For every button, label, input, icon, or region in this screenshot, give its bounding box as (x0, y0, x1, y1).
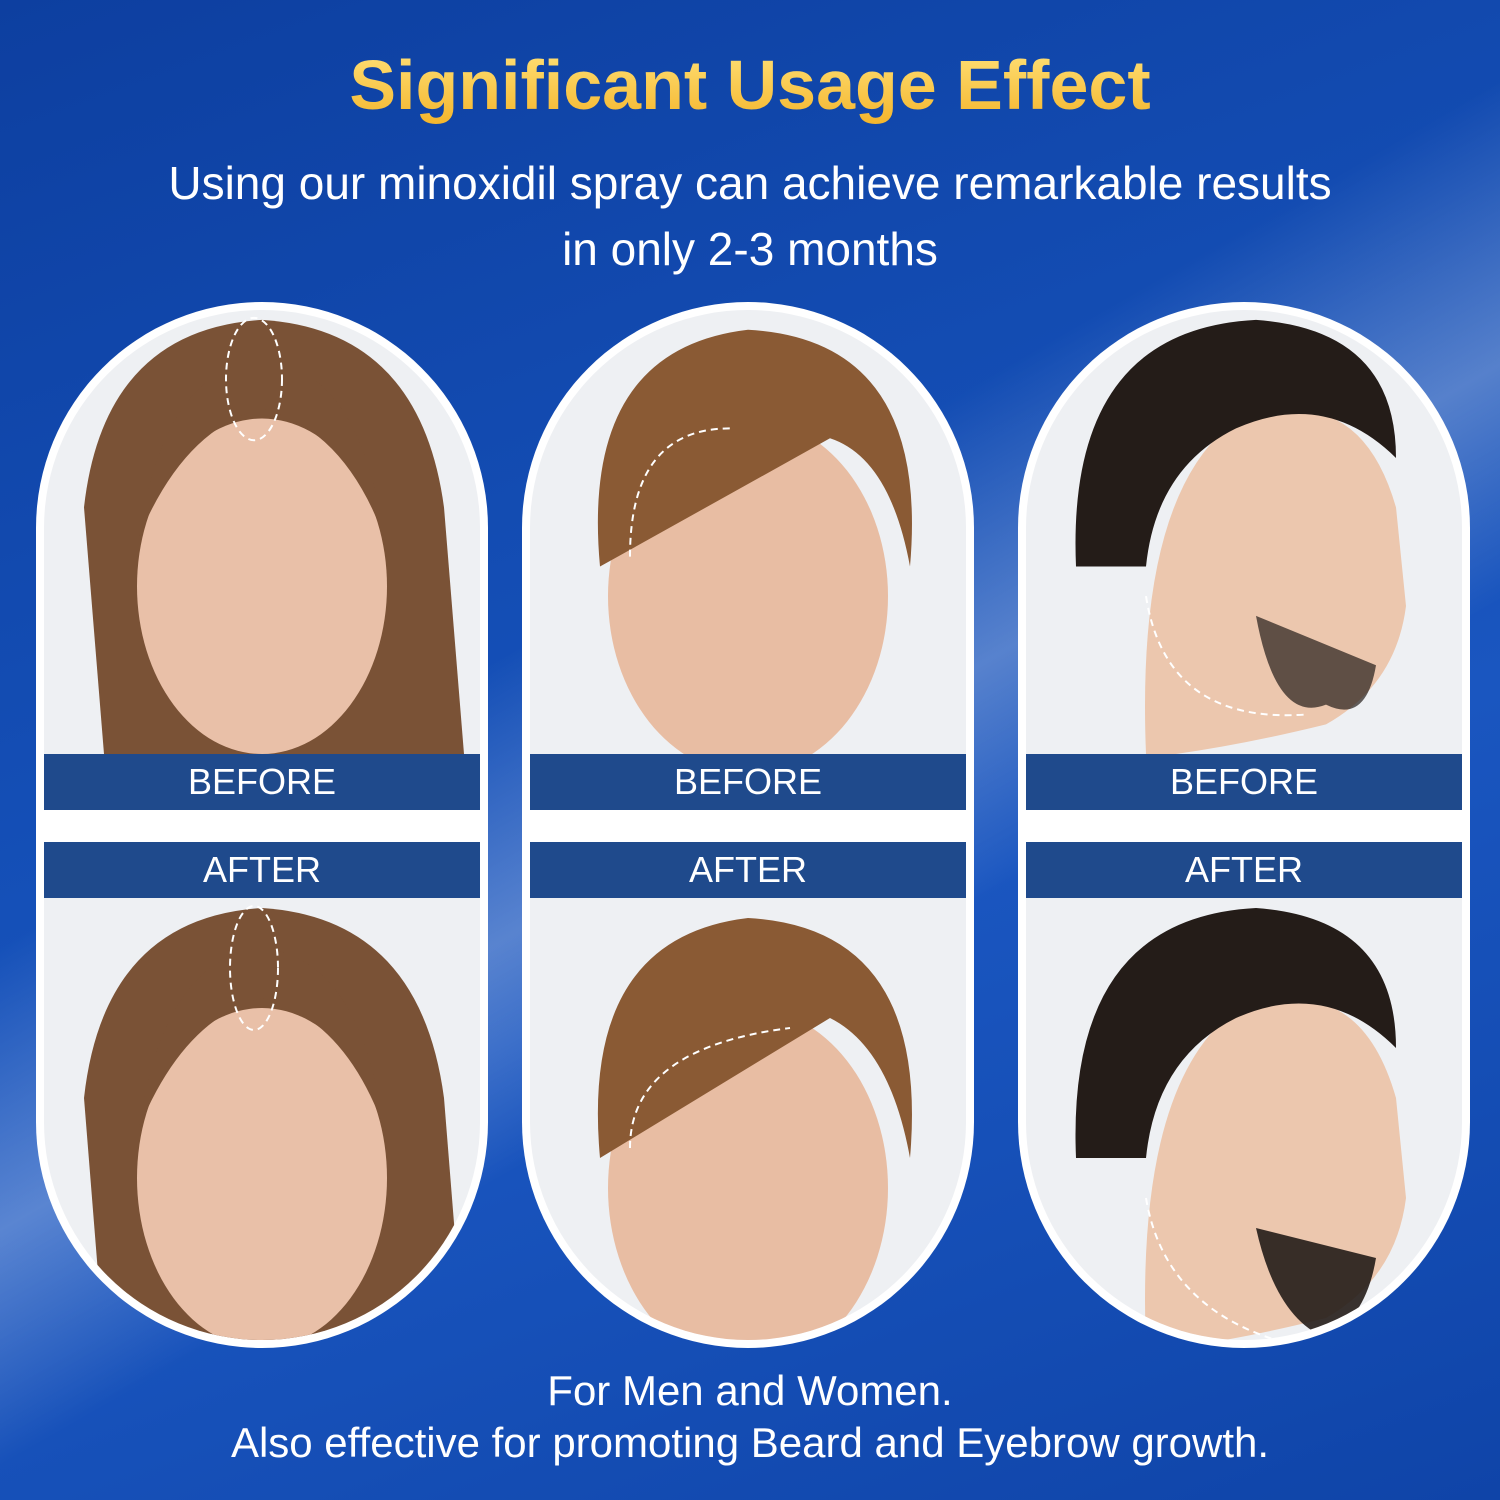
comparison-card-woman-hair-part: BEFORE AFTER (36, 302, 488, 1348)
before-label: BEFORE (1026, 754, 1462, 810)
after-photo (530, 898, 966, 1340)
comparison-card-man-hairline: BEFORE AFTER (522, 302, 974, 1348)
after-label: AFTER (44, 842, 480, 898)
footer-line-1: For Men and Women. (547, 1367, 953, 1414)
before-photo (44, 310, 480, 754)
before-label: BEFORE (530, 754, 966, 810)
after-photo (1026, 898, 1462, 1340)
card-inner: BEFORE AFTER (44, 310, 480, 1340)
before-photo (1026, 310, 1462, 754)
page-subtitle: Using our minoxidil spray can achieve re… (168, 157, 1332, 275)
before-photo (530, 310, 966, 754)
footer-text: For Men and Women. Also effective for pr… (0, 1365, 1500, 1469)
after-photo (44, 898, 480, 1340)
before-label: BEFORE (44, 754, 480, 810)
footer-line-2: Also effective for promoting Beard and E… (230, 1419, 1270, 1466)
page-title: Significant Usage Effect (0, 45, 1500, 125)
after-label: AFTER (530, 842, 966, 898)
after-label: AFTER (1026, 842, 1462, 898)
comparison-card-man-beard: BEFORE AFTER (1018, 302, 1470, 1348)
card-inner: BEFORE AFTER (530, 310, 966, 1340)
card-inner: BEFORE AFTER (1026, 310, 1462, 1340)
